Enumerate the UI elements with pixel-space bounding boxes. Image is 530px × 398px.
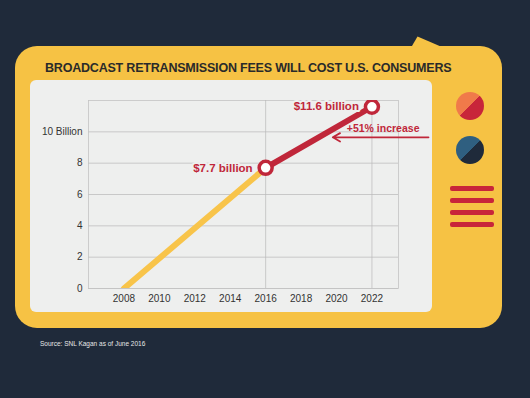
svg-text:$11.6 billion: $11.6 billion bbox=[294, 100, 359, 112]
svg-text:2020: 2020 bbox=[325, 293, 348, 304]
svg-text:$7.7 billion: $7.7 billion bbox=[193, 162, 252, 174]
svg-text:2008: 2008 bbox=[113, 293, 136, 304]
svg-text:2010: 2010 bbox=[148, 293, 171, 304]
svg-text:+51% increase: +51% increase bbox=[347, 122, 420, 134]
svg-text:10 Billion: 10 Billion bbox=[42, 126, 83, 137]
html-text:Source: SNL Kagan as of June 2: Source: SNL Kagan as of June 2016 bbox=[40, 340, 146, 347]
svg-text:2022: 2022 bbox=[361, 293, 384, 304]
svg-text:2: 2 bbox=[77, 251, 83, 262]
svg-text:2016: 2016 bbox=[255, 293, 278, 304]
svg-text:2018: 2018 bbox=[290, 293, 313, 304]
html-text:BROADCAST RETRANSMISSION FEES: BROADCAST RETRANSMISSION FEES WILL COST … bbox=[45, 61, 452, 75]
svg-text:2012: 2012 bbox=[184, 293, 207, 304]
svg-text:8: 8 bbox=[77, 157, 83, 168]
svg-text:4: 4 bbox=[77, 220, 83, 231]
svg-text:6: 6 bbox=[77, 189, 83, 200]
svg-text:2014: 2014 bbox=[219, 293, 242, 304]
svg-text:0: 0 bbox=[77, 283, 83, 294]
